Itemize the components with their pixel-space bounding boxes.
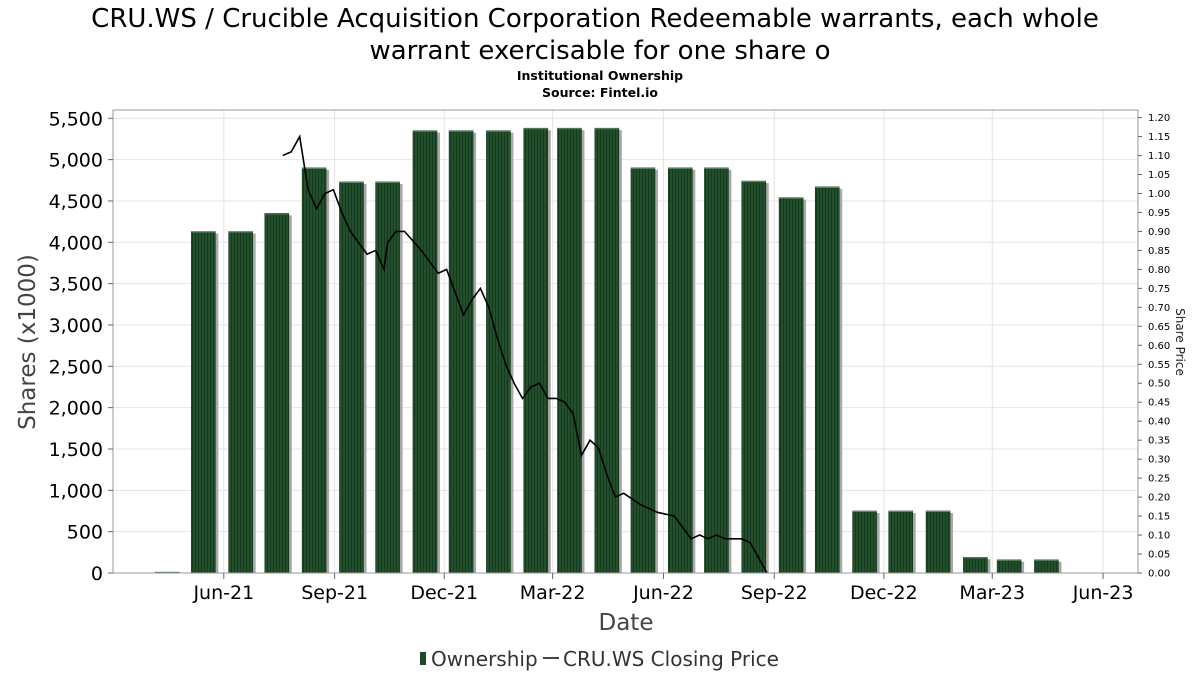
y-tick-label: 4,000 xyxy=(49,232,103,254)
y2-tick-label: 0.65 xyxy=(1148,322,1170,333)
y2-tick-label: 0.15 xyxy=(1148,512,1170,523)
x-tick-label: Sep-21 xyxy=(301,582,368,604)
ownership-bar xyxy=(264,213,290,574)
y2-tick-label: 1.00 xyxy=(1148,189,1170,200)
ownership-bar xyxy=(557,127,582,574)
x-tick-label: Dec-21 xyxy=(410,582,478,604)
y2-tick-label: 0.30 xyxy=(1148,455,1170,466)
x-tick-label: Jun-21 xyxy=(192,582,254,604)
y-tick-label: 3,500 xyxy=(49,274,103,296)
x-axis-label: Date xyxy=(599,610,654,636)
x-tick-label: Jun-23 xyxy=(1072,582,1134,604)
ownership-bar xyxy=(963,556,988,574)
y2-tick-label: 0.90 xyxy=(1148,227,1170,238)
legend-ownership-label: Ownership xyxy=(431,647,538,671)
closing-price-line xyxy=(282,134,768,574)
ownership-bar xyxy=(852,510,877,574)
ownership-bar xyxy=(630,167,656,574)
ownership-bar xyxy=(486,130,511,574)
ownership-bar xyxy=(668,167,693,574)
ownership-bar xyxy=(888,510,914,574)
y2-tick-label: 0.35 xyxy=(1148,436,1170,447)
y2-tick-label: 0.55 xyxy=(1148,360,1170,371)
y-tick-label: 1,000 xyxy=(49,480,103,502)
y2-tick-label: 0.00 xyxy=(1148,569,1170,580)
y2-tick-label: 0.50 xyxy=(1148,379,1170,390)
ownership-bar xyxy=(191,231,216,574)
y2-tick-label: 1.15 xyxy=(1148,132,1170,143)
y-axis-left: 0 500 1,000 1,500 2,000 2,500 3,000 3,500 4,000 4… xyxy=(49,108,113,585)
legend-ownership-swatch xyxy=(420,652,426,665)
y2-tick-label: 0.10 xyxy=(1148,531,1170,542)
chart-source: Source: Fintel.io xyxy=(542,85,658,100)
y-tick-label: 0 xyxy=(91,563,103,585)
ownership-bar xyxy=(448,130,474,574)
chart-title-line1: CRU.WS / Crucible Acquisition Corporatio… xyxy=(91,4,1099,34)
y-tick-label: 500 xyxy=(67,522,103,544)
x-tick-label: Mar-23 xyxy=(959,582,1025,604)
y2-tick-label: 0.85 xyxy=(1148,246,1170,257)
y-tick-label: 2,000 xyxy=(49,398,103,420)
ownership-bar xyxy=(925,510,951,574)
ownership-bar xyxy=(228,231,253,574)
ownership-bar xyxy=(523,127,549,574)
y2-tick-label: 1.10 xyxy=(1148,151,1170,162)
chart-subtitle: Institutional Ownership xyxy=(517,68,683,83)
y2-tick-label: 0.75 xyxy=(1148,284,1170,295)
y-tick-label: 4,500 xyxy=(49,191,103,213)
x-tick-label: Jun-22 xyxy=(632,582,694,604)
ownership-bar xyxy=(741,180,767,574)
x-tick-label: Dec-22 xyxy=(850,582,918,604)
legend-price-label: CRU.WS Closing Price xyxy=(563,647,779,671)
x-axis: Jun-21 Sep-21 Dec-21 Mar-22 Jun-22 Sep-22 Dec-… xyxy=(192,573,1133,604)
y-tick-label: 1,500 xyxy=(49,439,103,461)
ownership-bar xyxy=(412,130,438,574)
ownership-bar xyxy=(814,186,840,574)
y-tick-label: 5,000 xyxy=(49,150,103,172)
y-axis-label: Shares (x1000) xyxy=(15,254,41,430)
y2-tick-label: 0.45 xyxy=(1148,398,1170,409)
x-tick-label: Mar-22 xyxy=(520,582,586,604)
y-tick-label: 2,500 xyxy=(49,356,103,378)
plot-frame xyxy=(112,109,1139,574)
x-tick-label: Sep-22 xyxy=(741,582,808,604)
y2-tick-label: 1.05 xyxy=(1148,170,1170,181)
y-tick-label: 5,500 xyxy=(49,108,103,130)
y2-tick-label: 0.80 xyxy=(1148,265,1170,276)
y2-tick-label: 0.25 xyxy=(1148,474,1170,485)
ownership-bar xyxy=(704,167,729,574)
y2-tick-label: 0.20 xyxy=(1148,493,1170,504)
ownership-bar xyxy=(594,127,620,574)
ownership-bar xyxy=(339,181,364,574)
chart-title-line2: warrant exercisable for one share o xyxy=(369,36,830,66)
ownership-bar xyxy=(375,181,400,574)
y2-tick-label: 0.05 xyxy=(1148,550,1170,561)
y2-tick-label: 0.40 xyxy=(1148,417,1170,428)
legend: Ownership CRU.WS Closing Price xyxy=(420,647,779,671)
y-axis-right: 0.00 0.05 0.10 0.15 0.20 0.25 0.30 0.35 0.40 0.45… xyxy=(1138,113,1170,580)
y2-tick-label: 1.20 xyxy=(1148,113,1170,124)
ownership-bar xyxy=(778,197,804,574)
ownership-bars xyxy=(154,127,1062,574)
y2-axis-label: Share Price xyxy=(1173,308,1187,376)
y2-tick-label: 0.60 xyxy=(1148,341,1170,352)
y2-tick-label: 0.95 xyxy=(1148,208,1170,219)
ownership-bar xyxy=(1034,559,1059,574)
ownership-bar xyxy=(996,559,1022,574)
ownership-bar xyxy=(301,167,327,574)
y-tick-label: 3,000 xyxy=(49,315,103,337)
y2-tick-label: 0.70 xyxy=(1148,303,1170,314)
